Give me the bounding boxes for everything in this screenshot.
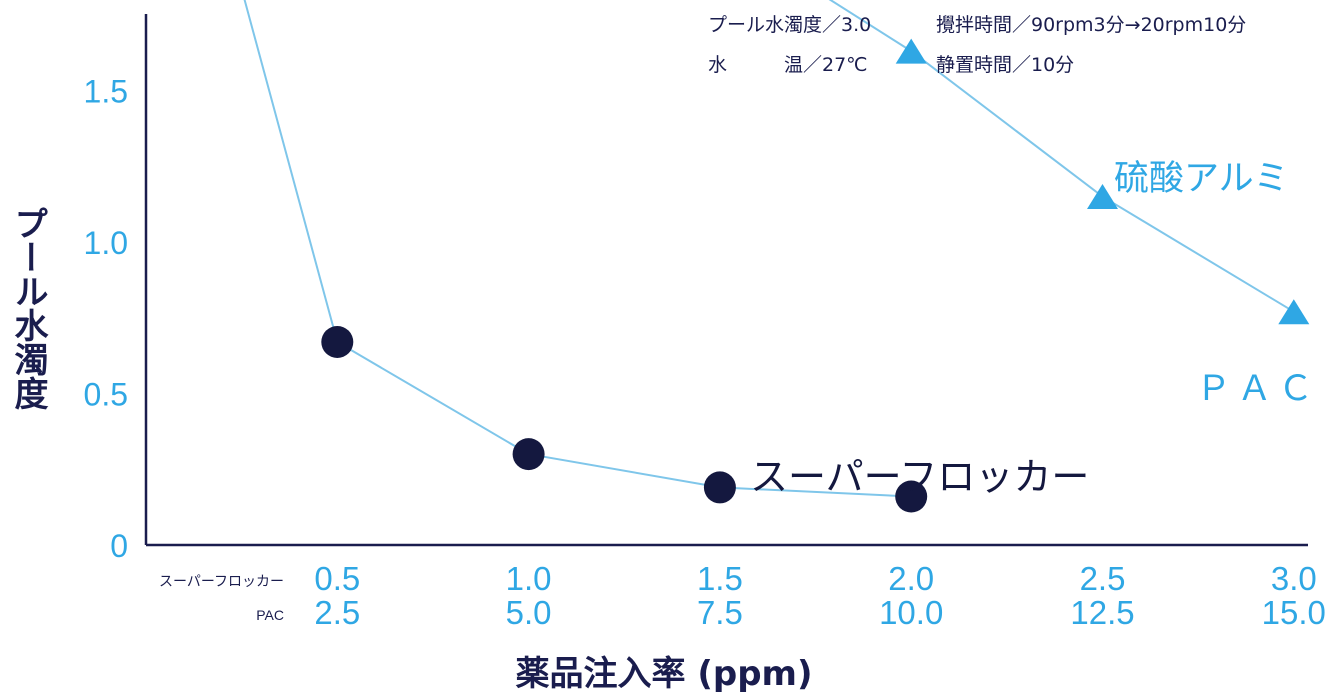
- x-axis-title: 薬品注入率 (ppm): [515, 654, 813, 694]
- x-tick-label: 2.5: [314, 594, 360, 631]
- x-tick-label: 2.0: [888, 560, 934, 597]
- data-point-triangle: [895, 38, 927, 64]
- condition-settling: 静置時間／10分: [936, 54, 1075, 76]
- y-tick-label: 1.5: [84, 74, 128, 110]
- condition-stirring: 攪拌時間／90rpm3分→20rpm10分: [936, 14, 1247, 36]
- series-label-aluminum-sulfate: 硫酸アルミ: [1114, 159, 1289, 199]
- condition-turbidity: プール水濁度／3.0: [708, 14, 872, 36]
- data-point-triangle: [1087, 184, 1118, 210]
- data-point-circle: [703, 471, 736, 504]
- x-tick-label: 7.5: [697, 594, 743, 631]
- y-tick-label: 1.0: [84, 225, 128, 261]
- y-axis-title: プール水濁度: [8, 206, 48, 410]
- x-tick-label: 15.0: [1262, 594, 1326, 631]
- series-label-pac: ＰＡＣ: [1196, 369, 1320, 409]
- x-tick-label: 12.5: [1070, 594, 1134, 631]
- x-tick-label: 0.5: [314, 560, 360, 597]
- data-point-circle: [512, 438, 545, 471]
- y-tick-label: 0.5: [84, 377, 128, 413]
- data-point-triangle: [1278, 299, 1310, 325]
- y-tick-label: 0: [110, 528, 128, 564]
- x-tick-label: 2.5: [1080, 560, 1126, 597]
- data-point-circle: [321, 325, 354, 358]
- x-row-label: PAC: [256, 607, 284, 623]
- x-tick-label: 5.0: [506, 594, 552, 631]
- series-label-super-flocker: スーパーフロッカー: [750, 455, 1090, 499]
- x-tick-label: 1.5: [697, 560, 743, 597]
- data-point-circle: [895, 480, 928, 513]
- x-tick-label: 1.0: [506, 560, 552, 597]
- x-tick-label: 10.0: [879, 594, 943, 631]
- x-tick-label: 3.0: [1271, 560, 1317, 597]
- condition-water-temp: 水 温／27℃: [708, 54, 868, 76]
- x-row-label: スーパーフロッカー: [159, 573, 284, 589]
